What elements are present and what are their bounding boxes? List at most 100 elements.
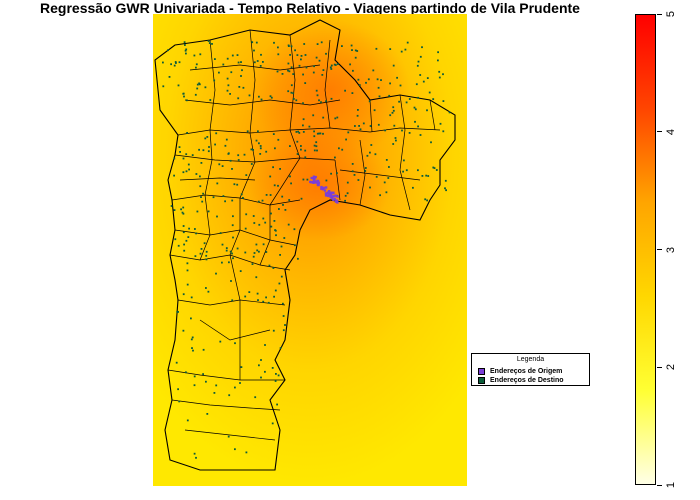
destination-point <box>347 131 350 134</box>
destination-point <box>185 371 187 374</box>
destination-point <box>173 64 176 67</box>
destination-point <box>181 211 184 214</box>
destination-point <box>351 170 354 173</box>
destination-point <box>289 175 291 178</box>
destination-point <box>282 329 285 332</box>
destination-point <box>313 135 316 138</box>
destination-point <box>282 204 284 206</box>
destination-point <box>224 144 227 147</box>
destination-point <box>325 179 328 182</box>
destination-point <box>444 179 447 182</box>
destination-point <box>207 40 210 42</box>
scale-tick-label: 5 <box>665 10 677 18</box>
destination-point <box>245 174 248 176</box>
destination-point <box>346 181 349 184</box>
destination-point <box>302 102 304 105</box>
destination-point <box>222 63 225 66</box>
origin-point <box>324 186 328 189</box>
destination-point <box>270 212 272 215</box>
destination-point <box>358 84 361 86</box>
scale-tick <box>657 131 662 133</box>
destination-point <box>308 125 311 128</box>
destination-point <box>214 143 216 146</box>
destination-point <box>204 86 207 89</box>
destination-point <box>296 54 299 56</box>
origin-point <box>329 195 332 198</box>
destination-point <box>262 61 264 63</box>
destination-point <box>185 239 188 242</box>
destination-point <box>185 153 188 156</box>
destination-point <box>180 208 182 211</box>
origin-point <box>334 200 338 203</box>
destination-point <box>417 96 419 99</box>
destination-point <box>234 342 236 345</box>
destination-point <box>357 179 360 181</box>
destination-point <box>403 159 405 162</box>
destination-point <box>395 139 397 142</box>
destination-point <box>218 163 221 166</box>
destination-point <box>252 215 255 217</box>
destination-point <box>287 223 290 226</box>
destination-point <box>276 403 278 406</box>
destination-point <box>279 168 281 170</box>
destination-point <box>393 124 396 127</box>
destination-point <box>186 132 188 134</box>
destination-point <box>325 100 327 103</box>
destination-point <box>271 422 274 425</box>
destination-point <box>392 109 395 112</box>
scale-tick-label: 2 <box>665 364 677 371</box>
scale-tick <box>657 366 662 368</box>
destination-point <box>258 364 260 367</box>
origin-point <box>316 181 319 184</box>
destination-point <box>227 435 230 438</box>
destination-point <box>200 162 203 164</box>
destination-point <box>192 349 194 352</box>
destination-point <box>186 419 189 422</box>
destination-point <box>354 56 357 59</box>
legend-label-origin: Endereços de Origem <box>490 368 563 375</box>
destination-point <box>318 132 321 135</box>
destination-point <box>232 257 234 260</box>
destination-point <box>179 151 181 153</box>
destination-point <box>357 78 360 81</box>
destination-point <box>262 243 265 246</box>
destination-point <box>364 167 367 169</box>
destination-point <box>206 136 209 138</box>
destination-point <box>254 396 257 399</box>
destination-point <box>274 380 277 382</box>
destination-point <box>190 317 192 320</box>
destination-point <box>290 91 293 94</box>
destination-point <box>193 54 196 57</box>
destination-point <box>207 210 210 213</box>
destination-point <box>277 138 280 141</box>
destination-point <box>302 178 305 181</box>
destination-point <box>408 132 411 134</box>
destination-point <box>369 151 371 154</box>
destination-point <box>216 215 218 218</box>
destination-point <box>366 154 369 157</box>
destination-point <box>292 92 295 95</box>
destination-point <box>313 144 316 147</box>
destination-point <box>196 87 199 90</box>
destination-point <box>313 149 316 152</box>
scale-tick <box>657 484 662 486</box>
destination-point <box>302 118 305 121</box>
destination-point <box>369 186 371 189</box>
destination-point <box>250 163 253 165</box>
legend-item-destination: Endereços de Destino <box>478 376 564 385</box>
destination-point <box>405 169 408 172</box>
destination-point <box>277 184 279 187</box>
destination-point <box>225 247 228 249</box>
destination-point <box>234 386 236 389</box>
destination-point <box>281 73 284 75</box>
destination-point <box>315 89 318 92</box>
destination-point <box>389 82 391 85</box>
destination-point <box>375 175 378 178</box>
origin-point <box>320 185 323 189</box>
destination-point <box>177 311 179 313</box>
destination-point <box>295 99 298 102</box>
destination-point <box>438 70 441 73</box>
destination-point <box>221 261 223 264</box>
destination-point <box>207 150 210 153</box>
